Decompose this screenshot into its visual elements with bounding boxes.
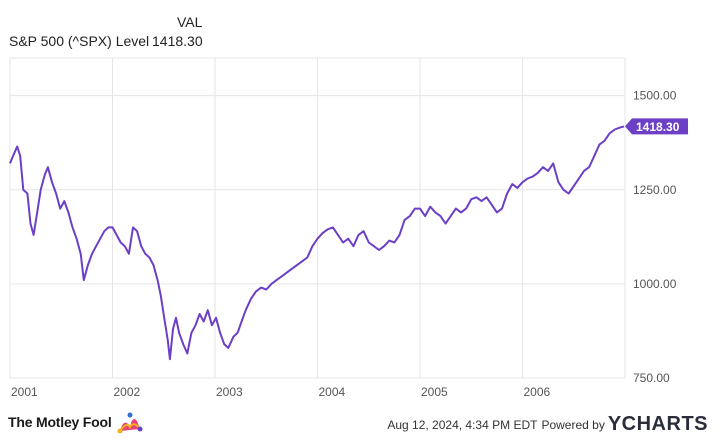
series-layer xyxy=(9,125,625,361)
x-tick-label: 2006 xyxy=(524,385,551,399)
legend-header: VAL xyxy=(177,14,203,30)
grid-lines xyxy=(9,57,626,379)
legend-series-name: S&P 500 (^SPX) Level xyxy=(9,33,150,49)
last-value-badge: 1418.30 xyxy=(625,118,688,135)
x-tick-label: 2002 xyxy=(114,385,141,399)
timestamp: Aug 12, 2024, 4:34 PM EDT xyxy=(387,417,538,432)
legend-series-value: 1418.30 xyxy=(152,33,203,49)
x-axis-ticks: 2001 2002 2003 2004 2005 2006 xyxy=(11,385,551,399)
series-line-sp500 xyxy=(9,125,625,361)
y-tick-label: 750.00 xyxy=(633,371,670,385)
y-tick-label: 1000.00 xyxy=(633,277,677,291)
x-tick-label: 2003 xyxy=(216,385,243,399)
jester-hat-icon xyxy=(117,412,143,434)
x-tick-label: 2001 xyxy=(11,385,38,399)
y-tick-label: 1250.00 xyxy=(633,183,677,197)
brand-name: The Motley Fool xyxy=(8,414,112,430)
y-tick-label: 1500.00 xyxy=(633,89,677,103)
ycharts-logo: YCHARTS xyxy=(607,413,708,435)
attribution: Aug 12, 2024, 4:34 PM EDT Powered by YCH… xyxy=(387,413,708,436)
x-tick-label: 2005 xyxy=(421,385,448,399)
y-axis-ticks: 1500.00 1250.00 1000.00 750.00 xyxy=(633,89,677,385)
brand-logo: The Motley Fool xyxy=(8,407,144,437)
last-value-label: 1418.30 xyxy=(636,120,680,134)
last-value-badge-shape xyxy=(625,118,688,135)
x-tick-label: 2004 xyxy=(319,385,346,399)
powered-by-label: Powered by xyxy=(541,417,605,432)
